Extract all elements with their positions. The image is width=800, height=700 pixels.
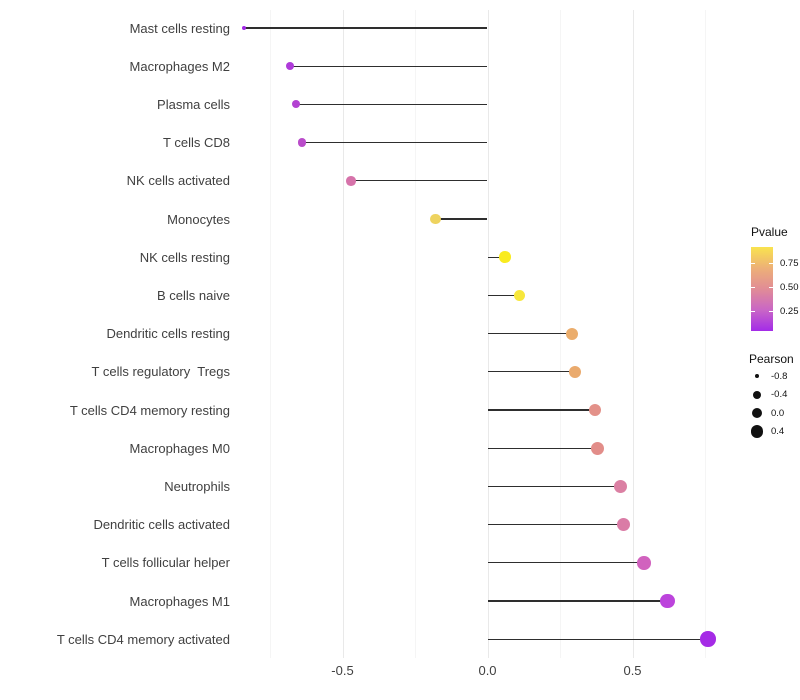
pearson-size-dot: [755, 374, 759, 378]
y-axis-label: Dendritic cells resting: [106, 326, 230, 342]
lollipop-stem: [487, 600, 668, 602]
lollipop-stem: [487, 256, 505, 258]
lollipop-dot: [292, 100, 301, 109]
lollipop-dot: [499, 251, 511, 263]
y-axis-label: B cells naive: [157, 287, 230, 303]
pearson-size-dot: [753, 390, 761, 399]
lollipop-dot: [297, 138, 307, 147]
pearson-size-label: 0.0: [771, 407, 785, 419]
lollipop-stem: [487, 523, 624, 526]
lollipop-dot: [565, 327, 578, 340]
pearson-size-dot: [751, 407, 763, 419]
colorbar-tick: [769, 287, 773, 288]
lollipop-dot: [614, 479, 628, 493]
lollipop-stem: [435, 218, 488, 220]
y-axis-label: T cells follicular helper: [101, 555, 230, 571]
gridline-minor: [705, 10, 706, 658]
y-axis-label: Macrophages M0: [129, 440, 230, 456]
lollipop-dot: [700, 631, 716, 647]
pearson-size-label: -0.8: [771, 370, 788, 382]
y-axis-label: Plasma cells: [157, 96, 230, 112]
gridline-minor: [270, 10, 271, 658]
y-axis-label: NK cells activated: [126, 173, 230, 189]
colorbar-tick: [751, 263, 755, 264]
lollipop-stem: [290, 65, 488, 67]
x-axis-tick-label: -0.5: [331, 663, 354, 678]
lollipop-stem: [487, 447, 598, 449]
colorbar-tick: [751, 311, 755, 312]
lollipop-dot: [591, 441, 605, 455]
lollipop-dot: [637, 556, 651, 570]
y-axis-label: NK cells resting: [139, 249, 230, 265]
lollipop-stem: [487, 485, 621, 488]
y-axis-label: Macrophages M2: [129, 58, 230, 74]
lollipop-stem: [487, 371, 575, 373]
pearson-size-dot: [750, 425, 764, 438]
y-axis-label: T cells CD4 memory activated: [56, 631, 230, 647]
colorbar-tick: [769, 311, 773, 312]
lollipop-stem: [487, 638, 708, 640]
gridline-major: [632, 10, 634, 658]
colorbar-tick-label: 0.75: [780, 257, 799, 269]
colorbar-tick-label: 0.50: [780, 281, 799, 293]
lollipop-dot: [513, 289, 526, 302]
gridline-major: [342, 10, 344, 658]
colorbar-tick-label: 0.25: [780, 305, 799, 317]
lollipop-stem: [487, 294, 520, 297]
lollipop-dot: [430, 213, 441, 225]
y-axis-label: Mast cells resting: [129, 20, 230, 36]
pearson-size-label: 0.4: [771, 426, 785, 437]
lollipop-dot: [660, 593, 675, 609]
lollipop-stem: [487, 562, 645, 564]
lollipop-stem: [487, 409, 595, 411]
lollipop-stem: [301, 141, 488, 144]
lollipop-stem: [296, 103, 488, 106]
lollipop-dot: [568, 365, 581, 378]
lollipop-stem: [243, 27, 488, 29]
colorbar-tick: [769, 263, 773, 264]
lollipop-dot: [241, 26, 246, 30]
y-axis-label: T cells CD4 memory resting: [69, 402, 230, 418]
y-axis-label: T cells regulatory Tregs: [91, 364, 230, 380]
pearson-legend-title: Pearson: [749, 352, 794, 366]
pearson-size-label: -0.4: [771, 389, 788, 400]
y-axis-label: T cells CD8: [163, 135, 230, 151]
pvalue-colorbar: [751, 247, 773, 331]
lollipop-dot: [346, 176, 356, 186]
lollipop-dot: [617, 518, 631, 532]
pvalue-legend-title: Pvalue: [751, 225, 788, 239]
colorbar-tick: [751, 287, 755, 288]
y-axis-label: Neutrophils: [164, 478, 230, 494]
lollipop-stem: [351, 180, 488, 182]
y-axis-label: Dendritic cells activated: [93, 517, 230, 533]
x-axis-tick-label: 0.5: [623, 663, 642, 678]
gridline-minor: [415, 10, 416, 658]
lollipop-stem: [487, 332, 572, 335]
lollipop-dot: [588, 403, 602, 417]
y-axis-label: Monocytes: [167, 211, 230, 227]
lollipop-dot: [286, 62, 295, 71]
y-axis-label: Macrophages M1: [129, 593, 230, 609]
x-axis-tick-label: 0.0: [478, 663, 497, 678]
